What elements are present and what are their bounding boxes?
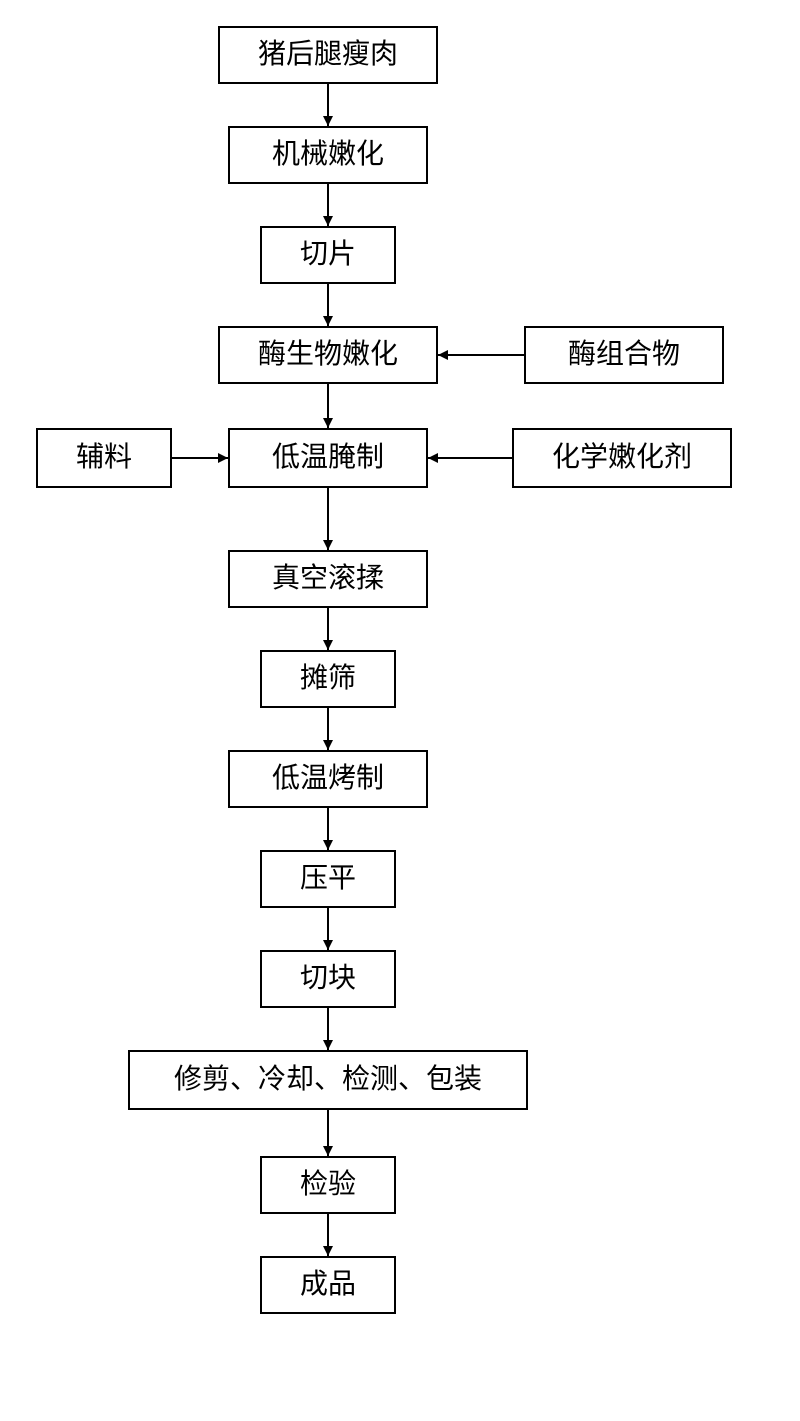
flow-node-label: 摊筛 [300, 665, 356, 693]
flow-node-step11: 检验 [260, 1156, 396, 1214]
flow-node-label: 猪后腿瘦肉 [258, 41, 398, 69]
flow-node-step7: 低温烤制 [228, 750, 428, 808]
flow-node-step2: 切片 [260, 226, 396, 284]
flowchart-edges [0, 0, 800, 1421]
flow-node-step9: 切块 [260, 950, 396, 1008]
flow-node-end: 成品 [260, 1256, 396, 1314]
flow-node-label: 低温腌制 [272, 444, 384, 472]
flow-node-auxiliary: 辅料 [36, 428, 172, 488]
flow-node-label: 切片 [300, 241, 356, 269]
flow-node-label: 真空滚揉 [272, 565, 384, 593]
flow-node-step6: 摊筛 [260, 650, 396, 708]
flow-node-step8: 压平 [260, 850, 396, 908]
flow-node-step5: 真空滚揉 [228, 550, 428, 608]
flow-node-label: 化学嫩化剂 [552, 444, 692, 472]
flow-node-label: 辅料 [76, 444, 132, 472]
flow-node-step3: 酶生物嫩化 [218, 326, 438, 384]
flow-node-step4: 低温腌制 [228, 428, 428, 488]
flow-node-step1: 机械嫩化 [228, 126, 428, 184]
flow-node-label: 修剪、冷却、检测、包装 [174, 1066, 482, 1094]
flow-node-chem_tender: 化学嫩化剂 [512, 428, 732, 488]
flow-node-label: 压平 [300, 865, 356, 893]
flow-node-enzyme_comp: 酶组合物 [524, 326, 724, 384]
flow-node-step10: 修剪、冷却、检测、包装 [128, 1050, 528, 1110]
flow-node-label: 切块 [300, 965, 356, 993]
flow-node-label: 酶组合物 [568, 341, 680, 369]
flow-node-label: 酶生物嫩化 [258, 341, 398, 369]
flow-node-label: 成品 [300, 1271, 356, 1299]
flow-node-label: 低温烤制 [272, 765, 384, 793]
flow-node-label: 机械嫩化 [272, 141, 384, 169]
flow-node-start: 猪后腿瘦肉 [218, 26, 438, 84]
flow-node-label: 检验 [300, 1171, 356, 1199]
